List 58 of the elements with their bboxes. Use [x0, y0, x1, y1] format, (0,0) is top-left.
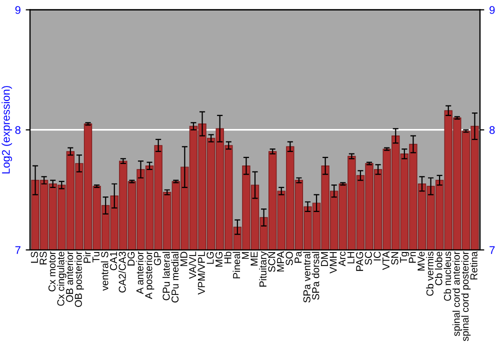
x-tick-label: spinal cord posterior [461, 251, 471, 342]
x-tick-label: ventral S [100, 252, 108, 291]
x-tick-label: OB anterior [66, 251, 74, 302]
y-tick-label: 7 [15, 246, 20, 254]
x-tick-label: GP [154, 252, 162, 266]
y2-tick-label: 9 [490, 6, 495, 14]
x-tick-label: MD [180, 252, 188, 266]
x-tick-label: A posterior [144, 251, 154, 300]
x-tick-label: VPM/VPL [198, 252, 205, 295]
x-tick-label: LS [30, 252, 38, 263]
x-tick-label: Arc [338, 252, 346, 266]
y2-tick-label: 8 [490, 126, 495, 134]
x-tick-label: SPa ventral [303, 252, 310, 303]
x-tick-label: Retina [470, 251, 478, 280]
y-axis-title: Log2 (expression) [2, 86, 12, 174]
x-tick-label: Hb [224, 252, 232, 264]
x-tick-label: CPu medial [171, 252, 179, 302]
y2-tick-label: 7 [490, 246, 495, 254]
x-tick-label: SO [286, 252, 293, 266]
x-tick-label: Tg [400, 252, 410, 263]
x-tick-label: A anterior [136, 251, 144, 294]
x-tick-label: PAG [356, 252, 364, 271]
x-tick-label: OB posterior [74, 251, 84, 307]
x-tick-label: Cb vermis [426, 252, 434, 296]
x-tick-label: Tu [92, 252, 100, 262]
x-tick-label: VMH [330, 252, 337, 274]
y-tick-label: 9 [15, 6, 20, 14]
x-tick-label: SC [364, 252, 372, 265]
x-tick-label: M [242, 252, 249, 259]
x-tick-label: Pineal [232, 252, 240, 278]
x-tick-label: Cx cingulate [56, 252, 66, 306]
x-tick-label: IC [374, 252, 381, 260]
x-tick-label: MPA [277, 251, 284, 272]
x-tick-label: VA/VL [188, 252, 196, 279]
x-tick-label: Pir [83, 251, 91, 263]
y-tick-label: 8 [15, 126, 20, 134]
x-tick-label: Pituitary [259, 251, 268, 287]
x-tick-label: ME [250, 252, 258, 266]
x-tick-label: SN [391, 252, 398, 265]
x-tick-label: MG [215, 252, 223, 267]
x-tick-label: LH [347, 252, 354, 264]
x-tick-label: Pa [294, 251, 302, 263]
x-tick-label: Cx motor [48, 251, 56, 292]
x-tick-label: spinal cord anterior [452, 251, 462, 336]
x-tick-label: CA1 [110, 252, 118, 270]
x-tick-label: Pn [408, 252, 416, 263]
x-tick-label: SPa dorsal [312, 252, 320, 300]
x-tick-label: Cb nucleus [444, 252, 452, 301]
x-tick-label: Cb lobe [434, 252, 442, 286]
x-tick-label: MVe [418, 252, 425, 270]
x-tick-label: DG [128, 252, 135, 266]
x-tick-label: SCN [268, 252, 276, 272]
x-tick-label: LG [206, 252, 214, 264]
x-tick-label: CPu lateral [162, 252, 170, 300]
x-tick-label: CA2/CA3 [118, 252, 126, 292]
x-tick-label: RS [40, 252, 47, 264]
x-tick-label: VTA [382, 251, 390, 270]
x-tick-label: DM [321, 252, 328, 266]
